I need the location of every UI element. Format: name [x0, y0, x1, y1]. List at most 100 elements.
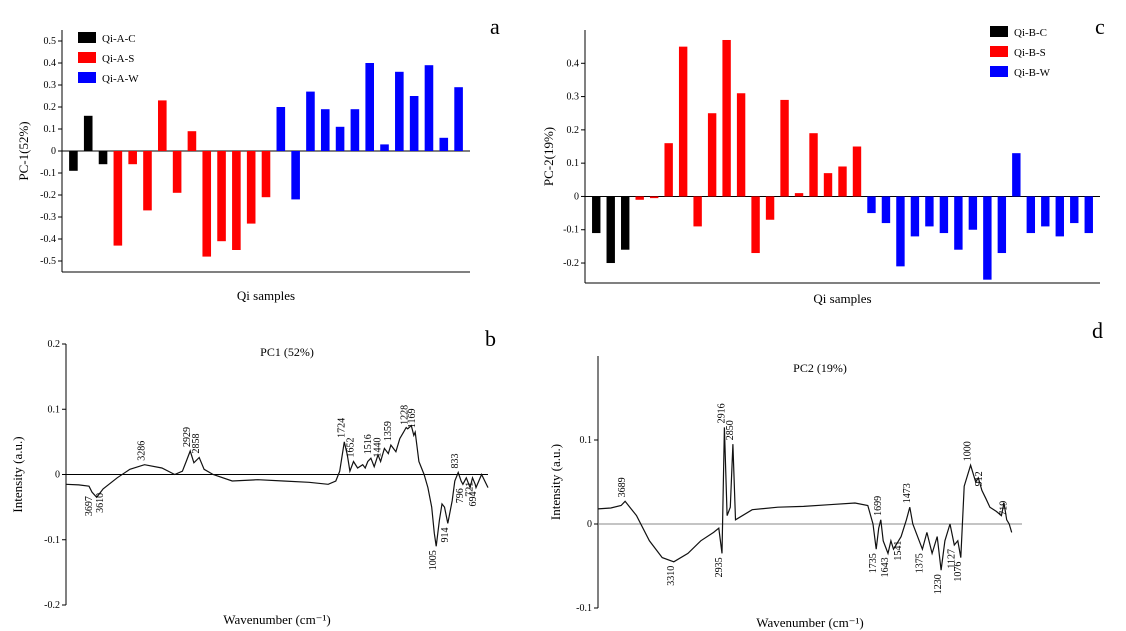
- spectrum-line: [65, 424, 489, 547]
- bar-qi-b-s: [722, 39, 731, 197]
- peak-label: 1699: [873, 496, 884, 516]
- peak-label: 3286: [137, 441, 148, 461]
- panel-letter: c: [1095, 14, 1105, 39]
- y-tick-label: 0.1: [567, 158, 580, 169]
- peak-label: 912: [974, 471, 985, 486]
- y-tick-label: -0.4: [40, 234, 56, 245]
- bar-qi-b-w: [1012, 153, 1021, 197]
- peak-label: 2935: [714, 557, 725, 577]
- legend-label: Qi-A-W: [102, 73, 139, 85]
- bar-qi-b-w: [1041, 196, 1050, 227]
- legend-swatch: [78, 32, 96, 43]
- peak-label: 2916: [716, 403, 727, 423]
- x-axis-label: Wavenumber (cm⁻¹): [756, 615, 864, 630]
- bar-qi-b-s: [664, 143, 673, 197]
- bar-qi-b-s: [765, 196, 775, 220]
- y-tick-label: 0: [587, 519, 592, 530]
- y-tick-label: 0.1: [580, 435, 593, 446]
- bar-qi-b-c: [621, 196, 630, 250]
- y-tick-label: -0.1: [576, 603, 592, 614]
- y-tick-label: -0.1: [563, 225, 579, 236]
- bar-qi-b-s: [736, 93, 746, 197]
- y-tick-label: 0: [51, 146, 56, 157]
- bar-qi-b-w: [939, 196, 949, 234]
- bar-qi-b-w: [1084, 196, 1093, 234]
- bar-qi-b-c: [606, 196, 615, 264]
- peak-label: 1005: [428, 550, 439, 570]
- y-tick-label: 0.3: [567, 92, 580, 103]
- y-tick-label: -0.2: [44, 600, 60, 611]
- bar-qi-a-s: [113, 151, 123, 246]
- bar-qi-a-w: [276, 107, 286, 151]
- bar-qi-b-s: [678, 46, 688, 197]
- bar-qi-a-w: [380, 144, 389, 151]
- peak-label: 3697: [84, 496, 95, 516]
- legend-swatch: [78, 52, 96, 63]
- bar-qi-a-w: [350, 109, 360, 151]
- peak-label: 1076: [953, 562, 964, 582]
- bar-qi-b-s: [751, 196, 760, 254]
- bar-qi-b-s: [809, 133, 818, 197]
- bar-qi-a-s: [232, 151, 241, 250]
- y-tick-label: 0.1: [44, 124, 57, 135]
- peak-label: 833: [450, 454, 461, 469]
- y-tick-label: 0.5: [44, 36, 57, 47]
- panel-letter: d: [1092, 318, 1103, 343]
- peak-label: 1230: [933, 574, 944, 594]
- bar-qi-b-w: [997, 196, 1007, 254]
- bar-qi-b-w: [910, 196, 920, 237]
- peak-label: 1169: [407, 408, 418, 428]
- bar-qi-b-s: [707, 113, 717, 197]
- bar-qi-a-w: [365, 63, 374, 151]
- bar-qi-a-w: [424, 65, 434, 151]
- bar-qi-b-w: [1026, 196, 1036, 234]
- chart-panel-d: d 0.1 0 -0.1 Intensity (a.u.) Wavenumber (cm⁻…: [548, 318, 1103, 630]
- bar-qi-b-w: [983, 196, 992, 280]
- bar-qi-a-s: [172, 151, 182, 193]
- bar-qi-b-c: [592, 196, 601, 234]
- y-tick-label: 0.2: [48, 339, 61, 350]
- panel-letter: b: [485, 326, 496, 351]
- peak-label: 1652: [345, 437, 356, 457]
- chart-title: PC2 (19%): [793, 361, 847, 375]
- y-axis-label: PC-1(52%): [16, 121, 31, 180]
- peak-label: 719: [999, 501, 1010, 516]
- y-tick-label: 0: [55, 470, 60, 481]
- y-tick-label: 0: [574, 191, 579, 202]
- bar-qi-a-s: [246, 151, 256, 224]
- legend-swatch: [990, 26, 1008, 37]
- y-tick-label: -0.3: [40, 212, 56, 223]
- bar-qi-a-s: [187, 131, 197, 151]
- legend-swatch: [990, 66, 1008, 77]
- peak-label: 2850: [725, 420, 736, 440]
- bar-qi-b-s: [693, 196, 702, 227]
- bar-qi-a-w: [395, 71, 404, 151]
- peak-label: 914: [440, 527, 451, 542]
- peak-label: 1440: [373, 437, 384, 457]
- peak-label: 3610: [95, 493, 106, 513]
- y-tick-label: 0.4: [44, 58, 57, 69]
- y-axis-label: Intensity (a.u.): [10, 436, 25, 512]
- peak-label: 721: [465, 482, 476, 497]
- bar-qi-a-c: [98, 151, 108, 165]
- bar-qi-b-w: [1055, 196, 1064, 237]
- bar-qi-b-s: [852, 146, 862, 197]
- chart-panel-a: a 0.5 0.4 0.3 0.2 0.1 0 -0.1 -0.2 -0.3 -0.4 -0.5 PC-…: [16, 14, 500, 303]
- legend-label: Qi-A-C: [102, 33, 136, 45]
- bar-qi-b-w: [867, 196, 876, 214]
- bar-qi-a-w: [320, 109, 330, 151]
- bar-qi-a-c: [83, 115, 93, 151]
- bar-qi-a-s: [158, 100, 167, 151]
- y-axis-label: Intensity (a.u.): [548, 444, 563, 520]
- y-tick-label: -0.2: [563, 258, 579, 269]
- bar-qi-a-s: [261, 151, 271, 198]
- chart-panel-b: b 0.2 0.1 0 -0.1 -0.2 Intensity (a.u.) Wavenumb…: [10, 326, 496, 627]
- bar-qi-b-s: [838, 166, 847, 197]
- y-tick-label: -0.5: [40, 256, 56, 267]
- peak-label: 1359: [383, 421, 394, 441]
- bar-qi-b-s: [780, 99, 789, 197]
- bar-qi-b-w: [954, 196, 963, 250]
- peak-label: 1724: [336, 418, 347, 438]
- legend-label: Qi-B-C: [1014, 27, 1047, 39]
